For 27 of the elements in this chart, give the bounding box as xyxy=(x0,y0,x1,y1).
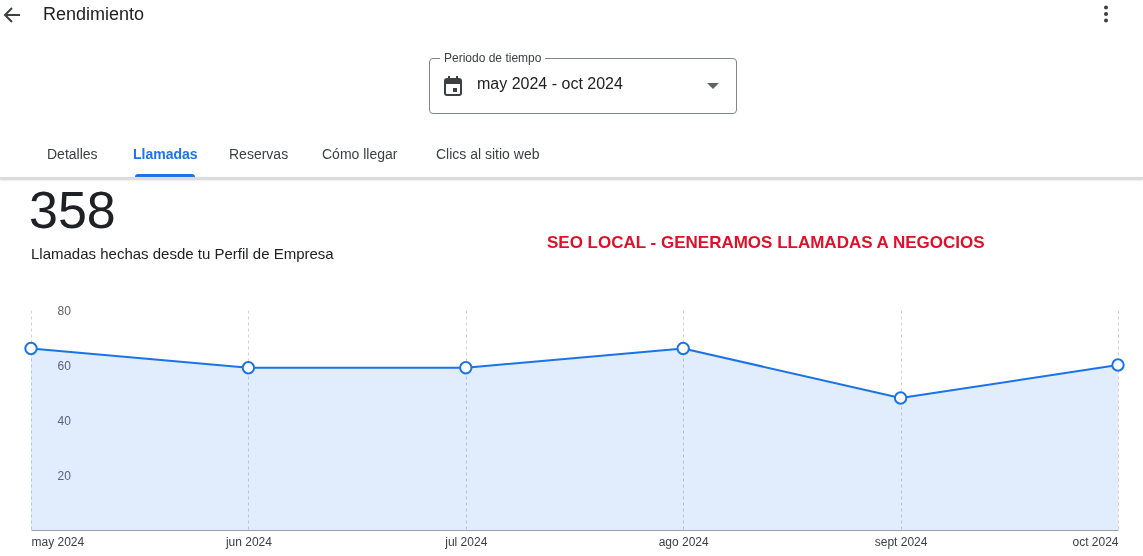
y-tick-label: 40 xyxy=(57,413,72,428)
x-tick-label: oct 2024 xyxy=(1072,534,1119,549)
point xyxy=(676,341,690,356)
y-tick-label: 20 xyxy=(57,468,72,483)
text: may 2024 - oct 2024 xyxy=(477,75,623,93)
x-tick-label: ago 2024 xyxy=(658,534,710,549)
chart-subtitle: Llamadas hechas desde tu Perfil de Empresa xyxy=(31,245,334,262)
point xyxy=(459,361,473,375)
y-tick-label: 80 xyxy=(57,303,72,318)
text: Clics al sitio web xyxy=(436,146,540,162)
point xyxy=(893,391,908,405)
x-tick-label: may 2024 xyxy=(31,534,85,549)
text: Rendimiento xyxy=(43,4,145,25)
chart-title: 358 xyxy=(29,180,116,240)
y-tick-label: 60 xyxy=(57,358,72,373)
point xyxy=(241,361,256,375)
text: Periodo de tiempo xyxy=(440,51,546,65)
text: Llamadas xyxy=(133,146,198,162)
x-tick-label: sept 2024 xyxy=(874,534,928,549)
x-tick-label: jun 2024 xyxy=(224,534,273,549)
text: Reservas xyxy=(229,146,289,162)
point xyxy=(1111,358,1125,372)
text: SEO LOCAL - GENERAMOS LLAMADAS A NEGOCIOS xyxy=(547,233,985,253)
text: Cómo llegar xyxy=(322,146,398,162)
text: Detalles xyxy=(47,146,98,162)
x-tick-label: jul 2024 xyxy=(444,534,488,549)
point xyxy=(24,341,38,356)
